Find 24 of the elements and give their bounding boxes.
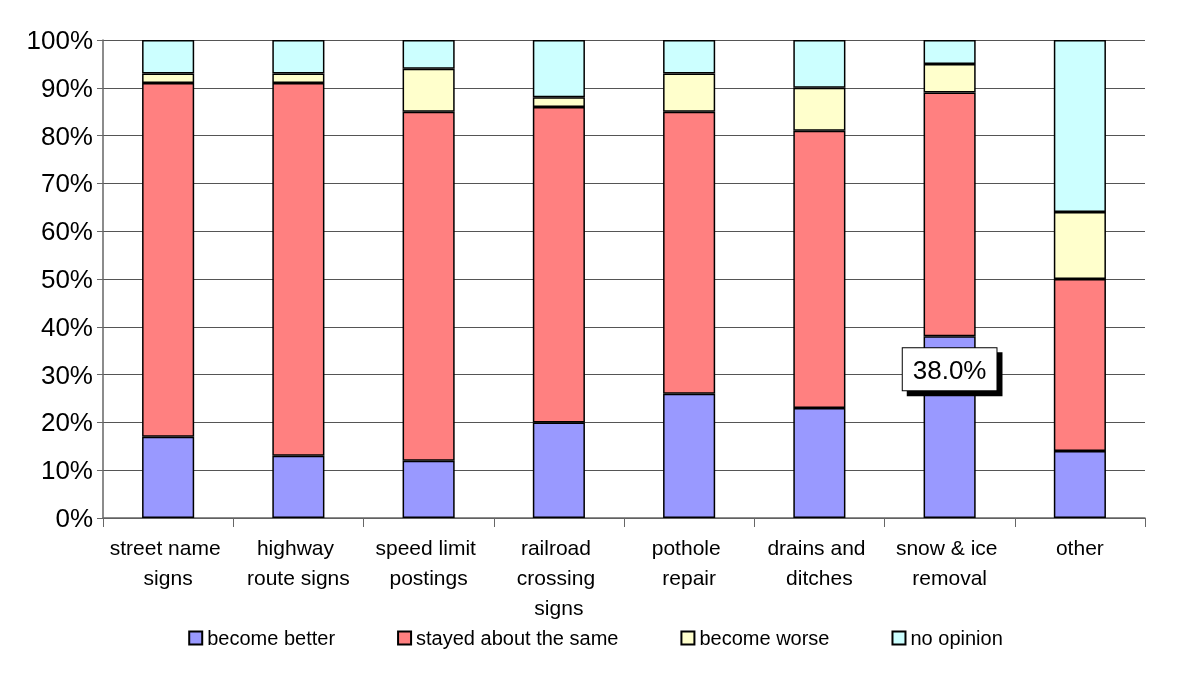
y-tick-label: 0% [55,503,93,533]
y-tick-label: 80% [40,120,93,151]
x-tick-label: drains and ditches [767,535,872,589]
y-tick-label: 20% [40,407,93,438]
y-tick-label: 10% [40,455,93,486]
x-tick-label: other [1055,535,1104,559]
y-tick-label: 60% [40,216,93,247]
x-tick-label: highway route signs [247,535,350,589]
legend-label: become better [207,627,336,649]
legend-label: stayed about the same [416,627,619,649]
y-tick-label: 40% [40,311,93,342]
x-tick-label: railroad crossing signs [516,535,601,619]
y-tick-label: 100% [26,25,93,55]
x-tick-label: speed limit postings [375,535,482,589]
legend-label: become worse [699,627,830,649]
x-tick-label: street name signs [109,535,227,589]
legend-label: no opinion [910,627,1003,649]
y-tick-label: 90% [40,72,93,103]
y-tick-label: 50% [40,264,93,294]
data-label: 38.0% [912,355,987,386]
x-tick-label: snow & ice removal [895,535,1004,589]
y-tick-label: 30% [40,359,93,390]
y-tick-label: 70% [40,168,93,199]
x-tick-label: pothole repair [651,535,727,589]
